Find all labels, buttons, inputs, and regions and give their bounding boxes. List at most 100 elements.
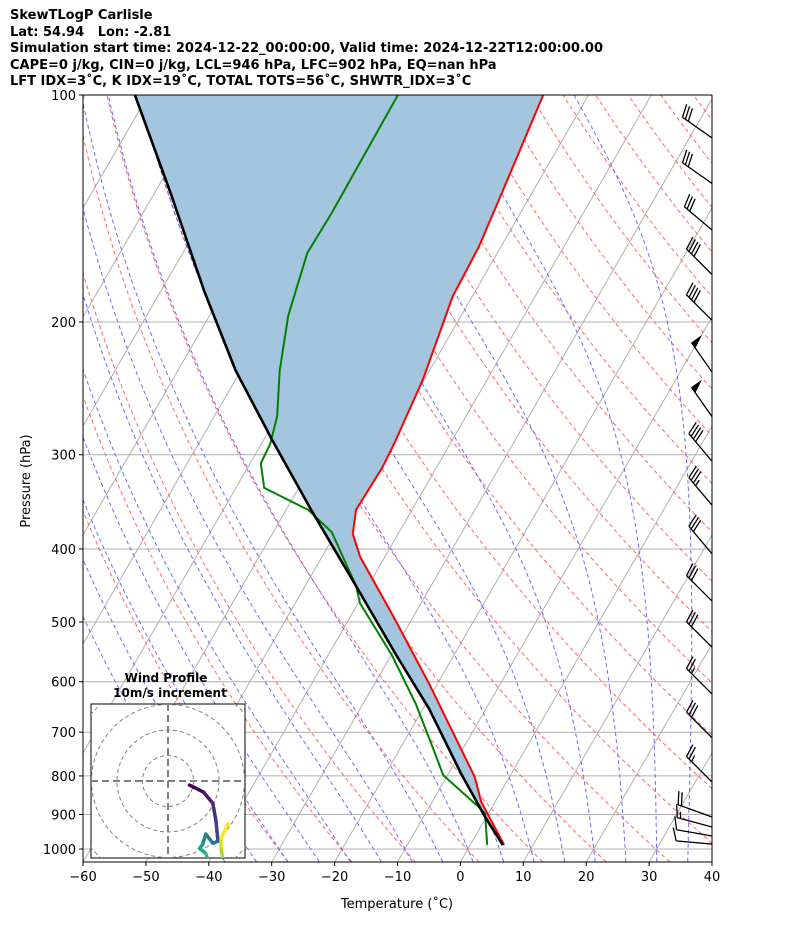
barb-feather — [690, 241, 699, 255]
barb-feather — [684, 106, 691, 120]
hodograph-segment — [211, 801, 218, 823]
hodograph-segment — [201, 790, 215, 806]
barb-feather — [685, 563, 694, 576]
barb-feather — [685, 236, 694, 250]
x-tick-label: −40 — [195, 870, 222, 885]
wind-barb — [683, 194, 713, 231]
barb-half-feather — [690, 755, 696, 762]
dry-adiabat-line — [464, 95, 712, 437]
barb-feather — [688, 239, 696, 252]
barb-feather — [681, 149, 688, 163]
cape-shading — [134, 95, 544, 845]
barb-feather — [685, 744, 694, 757]
barb-feather — [688, 514, 697, 527]
dry-adiabat-line — [269, 95, 712, 736]
isotherm-line — [711, 860, 712, 862]
barb-feather — [692, 427, 702, 440]
hodograph-title: Wind Profile — [125, 671, 208, 685]
moist-adiabat-line — [83, 435, 320, 862]
barb-staff — [690, 342, 713, 373]
moist-adiabat-line — [83, 498, 289, 862]
hodograph-segment — [200, 832, 208, 846]
x-tick-label: 40 — [704, 870, 721, 885]
barb-staff — [688, 433, 713, 462]
wind-barb — [672, 827, 713, 845]
parcel-line — [133, 95, 504, 846]
moist-adiabat-line — [83, 292, 382, 862]
barb-feather — [695, 429, 704, 443]
y-tick-label: 700 — [51, 726, 76, 741]
y-tick-label: 1000 — [43, 843, 76, 858]
y-tick-label: 500 — [51, 616, 76, 631]
hodograph-segment — [187, 783, 206, 794]
dry-adiabat-line — [301, 95, 712, 684]
barb-feather — [690, 704, 699, 718]
moist-adiabat-line — [278, 95, 596, 862]
dry-adiabat-line — [399, 95, 712, 533]
moist-adiabat-line — [107, 95, 474, 862]
y-tick-label: 600 — [51, 676, 76, 691]
barb-staff — [677, 804, 713, 818]
y-tick-label: 400 — [51, 543, 76, 558]
dry-adiabat-line — [497, 95, 712, 390]
dry-adiabat-line — [726, 95, 794, 862]
barb-staff — [682, 116, 713, 139]
isotherm-line — [208, 95, 652, 862]
dry-adiabat-line — [83, 271, 416, 862]
dry-adiabat-line — [83, 133, 480, 862]
barb-staff — [686, 575, 713, 602]
isotherm-line — [775, 95, 794, 862]
barb-feather — [690, 468, 700, 481]
moist-adiabat-line — [83, 367, 351, 862]
barb-staff — [684, 206, 713, 231]
barb-feather — [692, 519, 702, 532]
barb-staff — [686, 756, 713, 783]
moist-adiabat-line — [713, 95, 742, 862]
hodograph-segment — [219, 846, 225, 858]
hodograph-inset: Wind Profile 10m/s increment — [90, 671, 246, 859]
dewpoint-line — [259, 95, 489, 846]
barb-feather — [688, 658, 696, 672]
moist-adiabat-line — [351, 95, 627, 862]
barb-feather — [683, 194, 691, 208]
barb-half-feather — [695, 479, 700, 487]
title-station: SkewTLogP Carlisle — [10, 8, 153, 23]
wind-barb — [690, 379, 713, 417]
x-tick-label: 10 — [515, 870, 532, 885]
x-tick-label: −50 — [132, 870, 159, 885]
barb-feather — [685, 656, 694, 669]
x-tick-label: 30 — [641, 870, 658, 885]
barb-staff — [676, 840, 713, 845]
y-tick-label: 300 — [51, 449, 76, 464]
isotherm-line — [271, 97, 712, 862]
barb-feather — [685, 282, 694, 296]
dry-adiabat-line — [83, 394, 353, 862]
barb-staff — [686, 248, 713, 275]
barb-feather — [690, 568, 699, 581]
dry-adiabat-line — [138, 95, 607, 862]
title-location: Lat: 54.94 Lon: -2.81 — [10, 24, 172, 40]
x-tick-label: 0 — [456, 870, 464, 885]
isotherm-line — [585, 642, 712, 862]
wind-barbs — [672, 104, 713, 845]
barb-staff — [676, 829, 713, 837]
dry-adiabat-line — [106, 95, 543, 862]
wind-barb — [676, 804, 713, 828]
wind-barb — [681, 104, 713, 139]
wind-barb — [674, 816, 713, 837]
temperature-line — [351, 95, 545, 846]
x-tick-label: −10 — [384, 870, 411, 885]
profile-lines — [133, 95, 545, 846]
barb-feather — [677, 791, 680, 805]
barb-feather — [680, 792, 683, 806]
wind-barb — [685, 563, 713, 602]
barb-pennant — [691, 379, 703, 393]
title-times: Simulation start time: 2024-12-22_00:00:… — [10, 41, 603, 56]
barb-feather — [688, 465, 697, 479]
barb-feather — [688, 611, 696, 625]
barb-feather — [690, 287, 699, 301]
barb-half-feather — [690, 667, 696, 674]
isotherm-line — [648, 751, 712, 862]
barb-staff — [686, 711, 713, 739]
moist-adiabat-line — [573, 95, 693, 862]
